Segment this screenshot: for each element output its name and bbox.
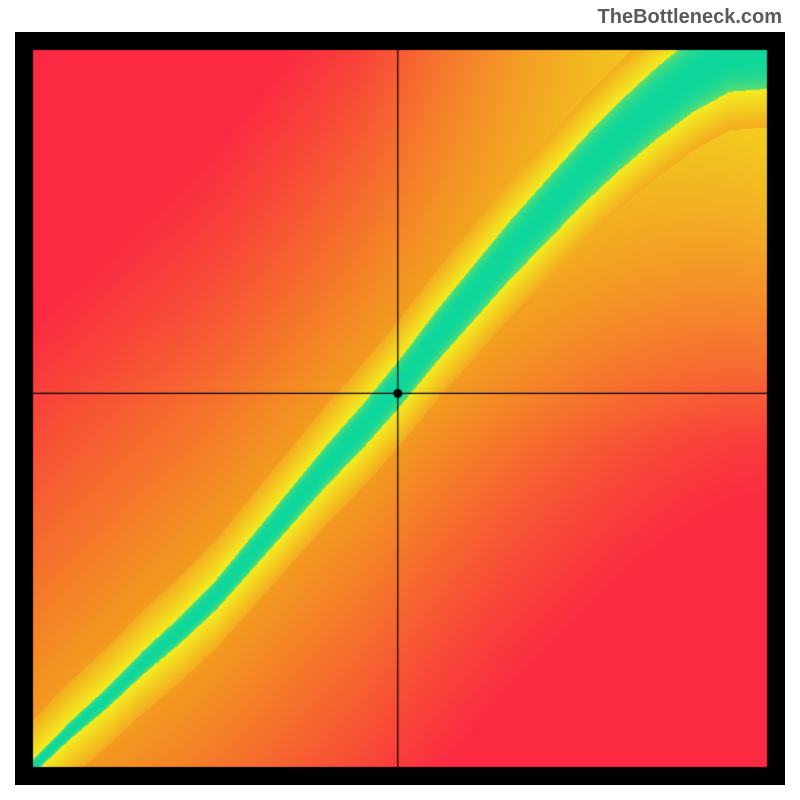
heatmap-canvas [15, 32, 785, 785]
chart-container: TheBottleneck.com [0, 0, 800, 800]
heatmap-plot [15, 32, 785, 785]
watermark-text: TheBottleneck.com [598, 6, 782, 29]
